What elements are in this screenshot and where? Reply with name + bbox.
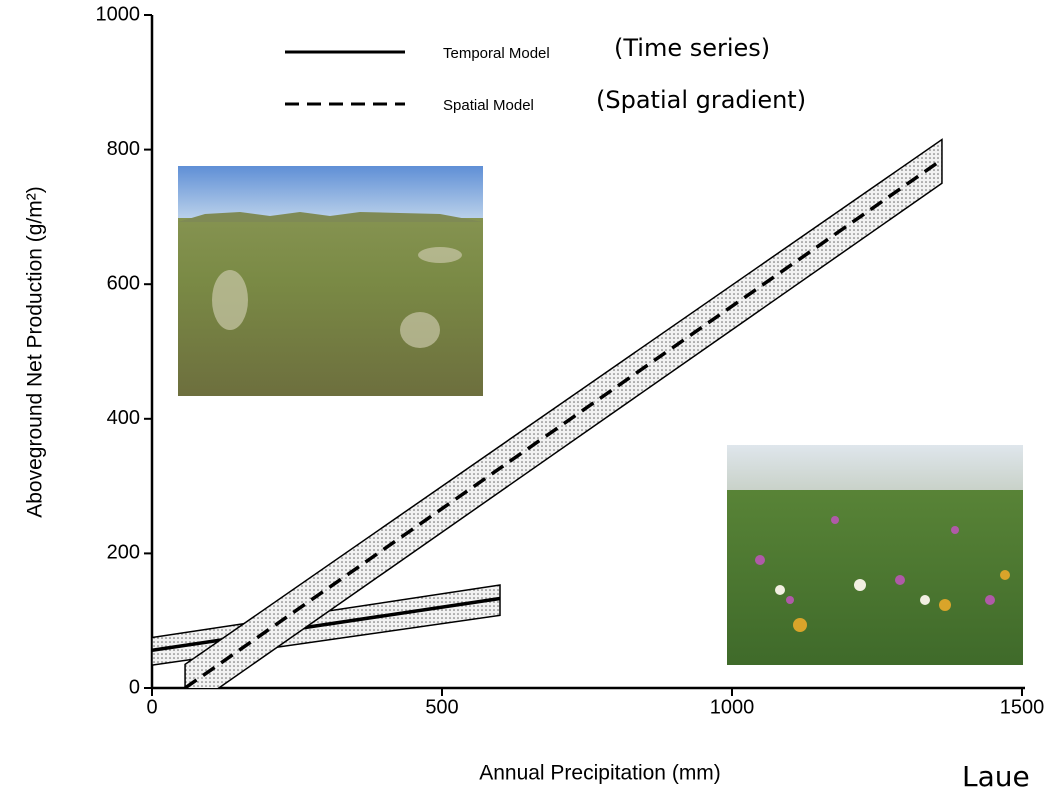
y-tick-label: 200 — [107, 542, 140, 564]
legend-annotation: (Time series) — [614, 34, 770, 62]
photo-shortgrass — [178, 166, 483, 396]
legend-label: Spatial Model — [443, 97, 534, 114]
x-tick-label: 1000 — [710, 696, 755, 718]
y-tick-label: 600 — [107, 272, 140, 294]
y-tick-label: 0 — [129, 676, 140, 698]
x-tick-label: 500 — [425, 696, 458, 718]
axes — [150, 15, 1025, 690]
legend-label: Temporal Model — [443, 45, 550, 62]
confidence-band — [184, 138, 943, 688]
x-tick-label: 0 — [146, 696, 157, 718]
x-tick-label: 1500 — [1000, 696, 1045, 718]
photo-tallgrass — [727, 445, 1023, 665]
credit: Laue — [962, 760, 1030, 787]
plot-area — [152, 138, 943, 688]
y-tick-label: 1000 — [96, 3, 141, 25]
legend-annotation: (Spatial gradient) — [596, 86, 806, 114]
y-tick-label: 800 — [107, 138, 140, 160]
x-axis-label: Annual Precipitation (mm) — [479, 762, 721, 785]
model-line — [152, 596, 501, 653]
y-axis-label: Aboveground Net Production (g/m²) — [24, 186, 47, 518]
y-tick-label: 400 — [107, 407, 140, 429]
